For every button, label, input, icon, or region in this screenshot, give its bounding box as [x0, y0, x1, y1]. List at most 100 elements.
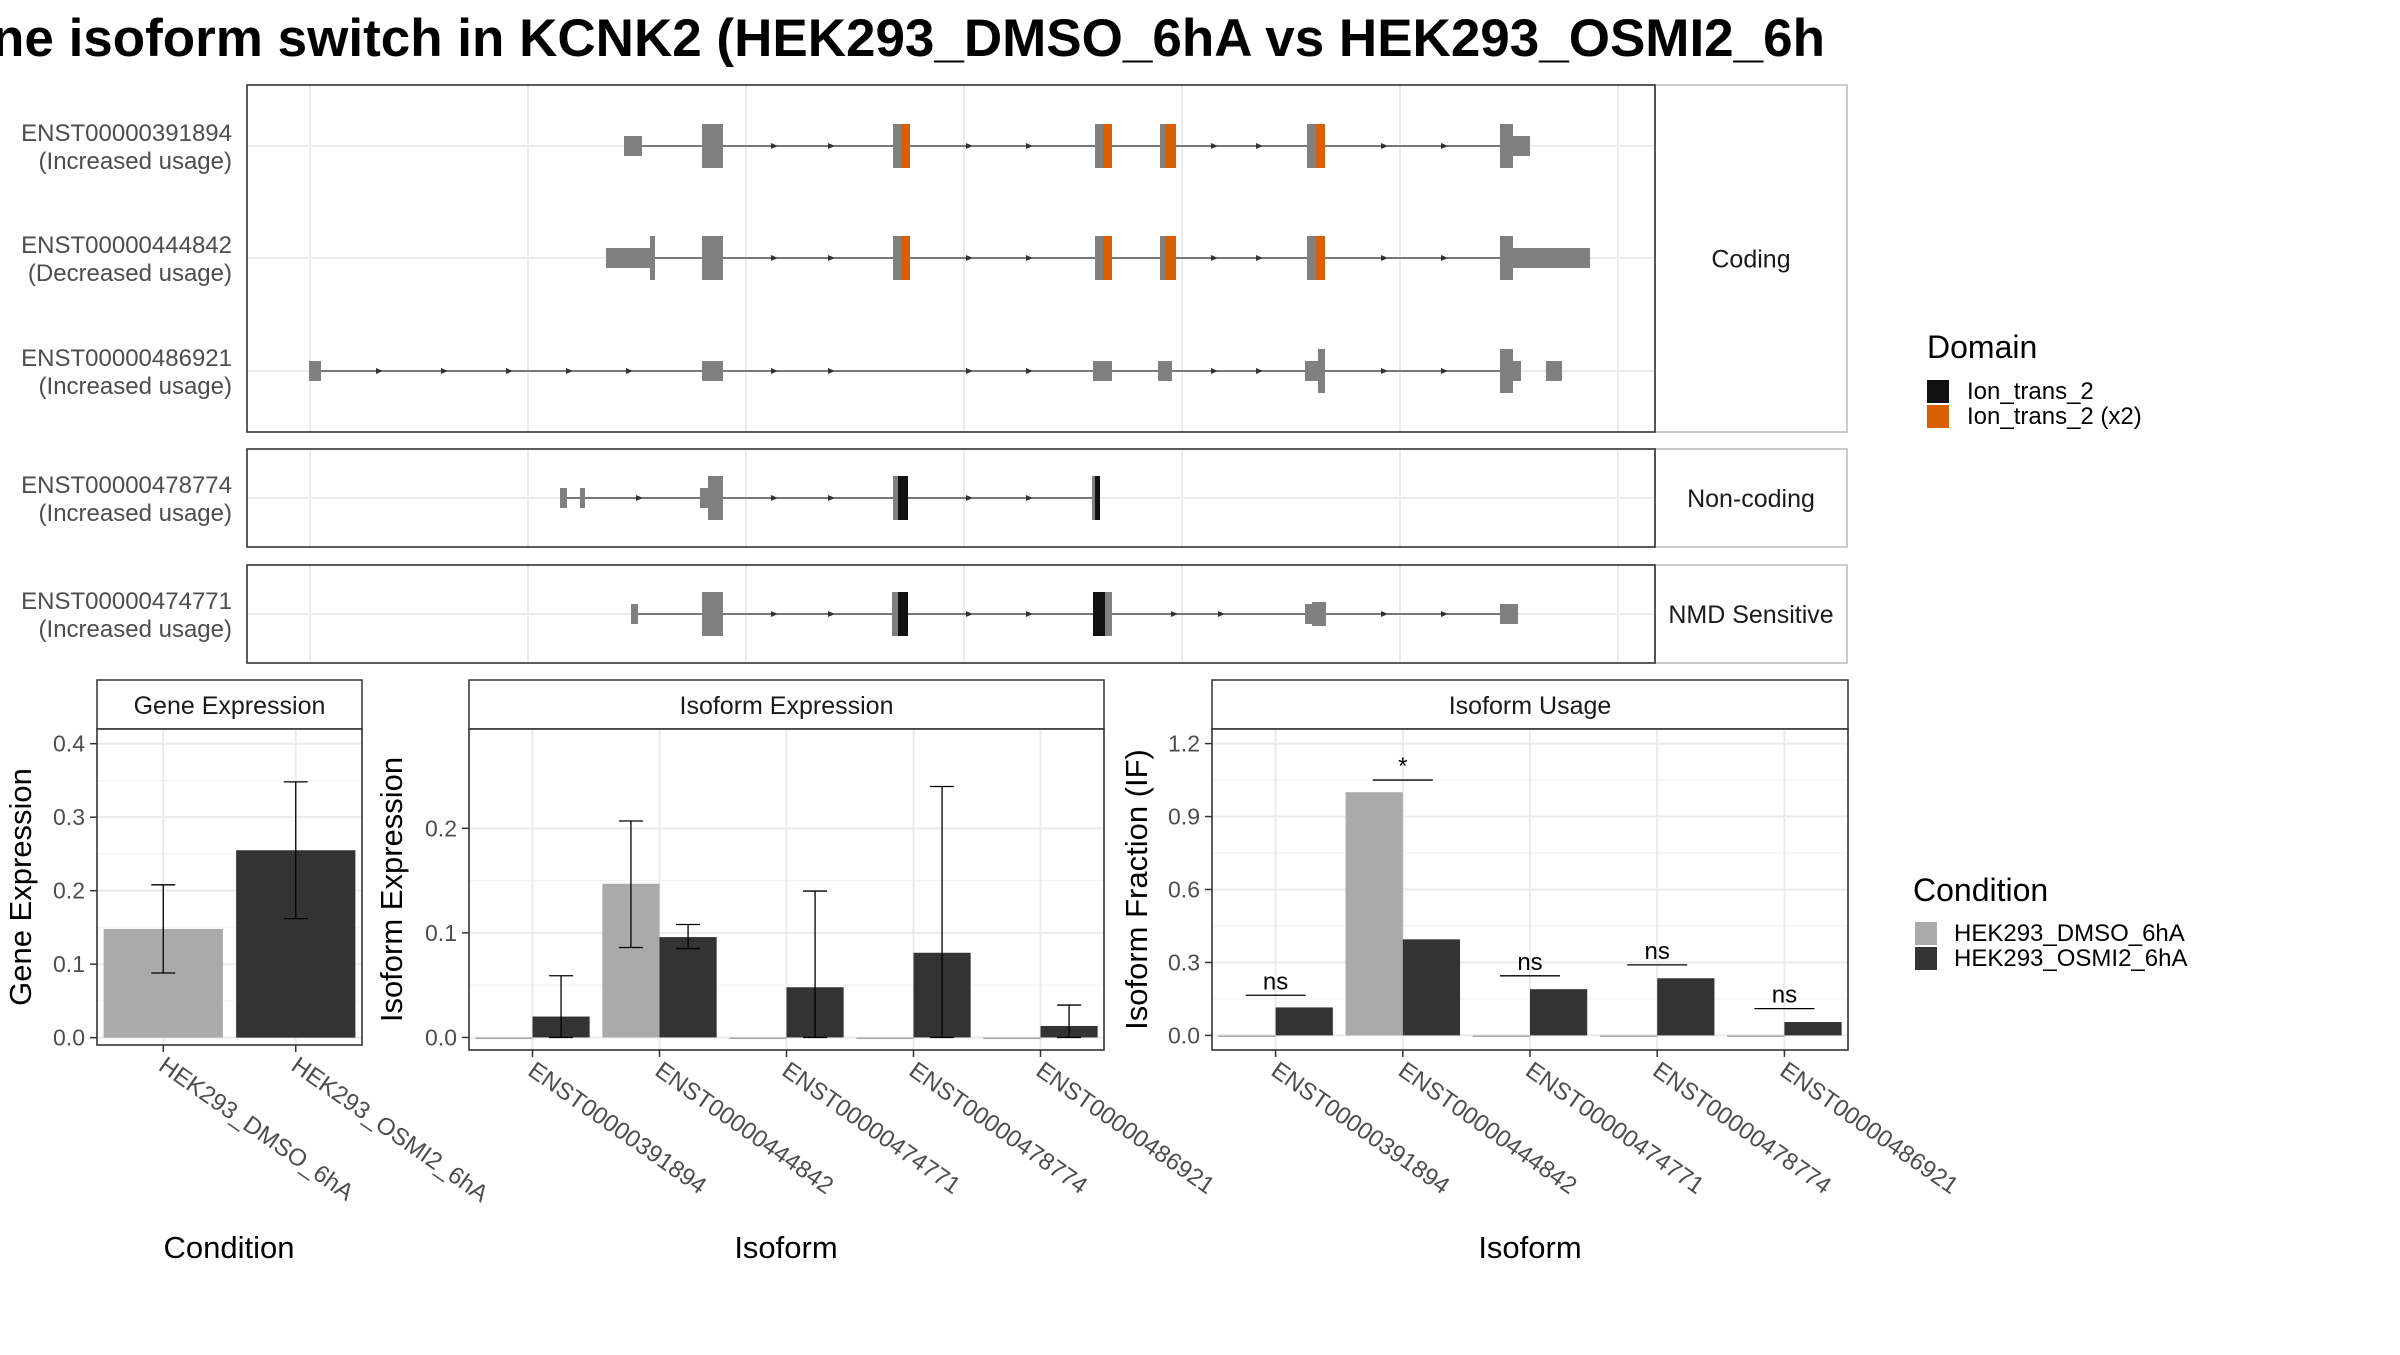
y-tick-label: 0.3 [1168, 949, 1200, 975]
domain-legend-key [1927, 380, 1949, 403]
exon [702, 592, 723, 636]
strand-arrow [966, 611, 973, 617]
bar [1275, 1007, 1333, 1036]
exon [1093, 361, 1112, 381]
transcript-model [624, 124, 1530, 168]
domain-block [1103, 124, 1112, 168]
y-tick-label: 0.6 [1168, 877, 1200, 903]
panel-strip [96, 679, 363, 730]
x-axis-title: Isoform [1478, 1230, 1581, 1265]
y-tick-label: 0.2 [53, 878, 85, 904]
domain-block [901, 236, 910, 280]
exon [650, 236, 655, 280]
exon [1305, 361, 1318, 381]
figure-title: ne isoform switch in KCNK2 (HEK293_DMSO_… [0, 9, 1825, 68]
panel-strip-label: Isoform Expression [680, 692, 894, 720]
strand-arrow [966, 368, 973, 374]
strand-arrow [636, 495, 643, 501]
strand-arrow [828, 368, 835, 374]
facet-strip-label: Non-coding [1687, 485, 1815, 513]
exon [1318, 349, 1325, 393]
bar [1530, 989, 1588, 1036]
exon [1513, 136, 1530, 156]
bar [983, 1037, 1041, 1040]
y-tick-label: 0.9 [1168, 804, 1200, 830]
strand-arrow [1026, 495, 1033, 501]
strand-arrow [771, 143, 778, 149]
bar [1218, 1035, 1276, 1038]
exon [1513, 361, 1521, 381]
strand-arrow [966, 255, 973, 261]
domain-legend-key [1927, 405, 1949, 428]
panel-strip [1211, 679, 1849, 730]
transcript-usage-label: (Increased usage) [39, 373, 232, 400]
bar [729, 1037, 787, 1040]
domain-block [898, 476, 908, 520]
strand-arrow [828, 495, 835, 501]
strand-arrow [1381, 611, 1388, 617]
strand-arrow [1441, 255, 1448, 261]
transcript-usage-label: (Decreased usage) [28, 260, 232, 287]
domain-block [898, 592, 908, 636]
y-tick-label: 0.4 [53, 731, 85, 757]
bar [1402, 939, 1461, 1036]
y-tick-label: 0.1 [53, 951, 85, 977]
y-tick-label: 0.0 [53, 1025, 85, 1051]
exon [1105, 592, 1112, 636]
exon [309, 361, 321, 381]
condition-legend-key [1915, 922, 1937, 945]
strand-arrow [1026, 368, 1033, 374]
bar [1727, 1035, 1785, 1038]
y-tick-label: 0.0 [425, 1024, 457, 1050]
y-axis-title: Isoform Fraction (IF) [1119, 749, 1154, 1030]
exon [1500, 236, 1513, 280]
strand-arrow [1171, 611, 1178, 617]
domain-block [1165, 236, 1176, 280]
facet-strip-label: NMD Sensitive [1668, 601, 1833, 629]
strand-arrow [1211, 255, 1218, 261]
strand-arrow [828, 143, 835, 149]
strand-arrow [1256, 255, 1263, 261]
transcript-model [631, 592, 1518, 636]
strand-arrow [1441, 143, 1448, 149]
exon [1312, 602, 1326, 626]
strand-arrow [441, 368, 448, 374]
exon [1500, 124, 1513, 168]
transcript-id-label: ENST00000444842 [21, 232, 232, 259]
exon [1500, 349, 1513, 393]
strand-arrow [1256, 368, 1263, 374]
facet-strip [1654, 448, 1848, 548]
exon [1546, 361, 1562, 381]
strand-arrow [1256, 143, 1263, 149]
transcript-model [606, 236, 1590, 280]
exon [700, 488, 708, 508]
strand-arrow [966, 143, 973, 149]
domain-block [901, 124, 910, 168]
exon [560, 488, 567, 508]
y-tick-label: 0.2 [425, 815, 457, 841]
strand-arrow [1218, 611, 1225, 617]
strand-arrow [506, 368, 513, 374]
strand-arrow [1026, 255, 1033, 261]
domain-legend-label: Ion_trans_2 [1967, 378, 2094, 405]
strand-arrow [1211, 368, 1218, 374]
domain-block [1316, 124, 1325, 168]
condition-legend-key [1915, 947, 1937, 970]
exon [631, 604, 638, 624]
domain-block [1316, 236, 1325, 280]
structure-panel-border [246, 448, 1656, 548]
significance-label: ns [1645, 938, 1670, 965]
exon [624, 136, 642, 156]
strand-arrow [626, 368, 633, 374]
bar [1472, 1035, 1530, 1038]
structure-panel-border [246, 564, 1656, 664]
bar [475, 1037, 533, 1040]
transcript-model [309, 349, 1562, 393]
significance-label: * [1398, 753, 1407, 780]
exon [892, 592, 898, 636]
exon [893, 124, 901, 168]
domain-block [1095, 476, 1100, 520]
strand-arrow [1381, 143, 1388, 149]
exon [1500, 604, 1518, 624]
bar [1784, 1022, 1842, 1036]
